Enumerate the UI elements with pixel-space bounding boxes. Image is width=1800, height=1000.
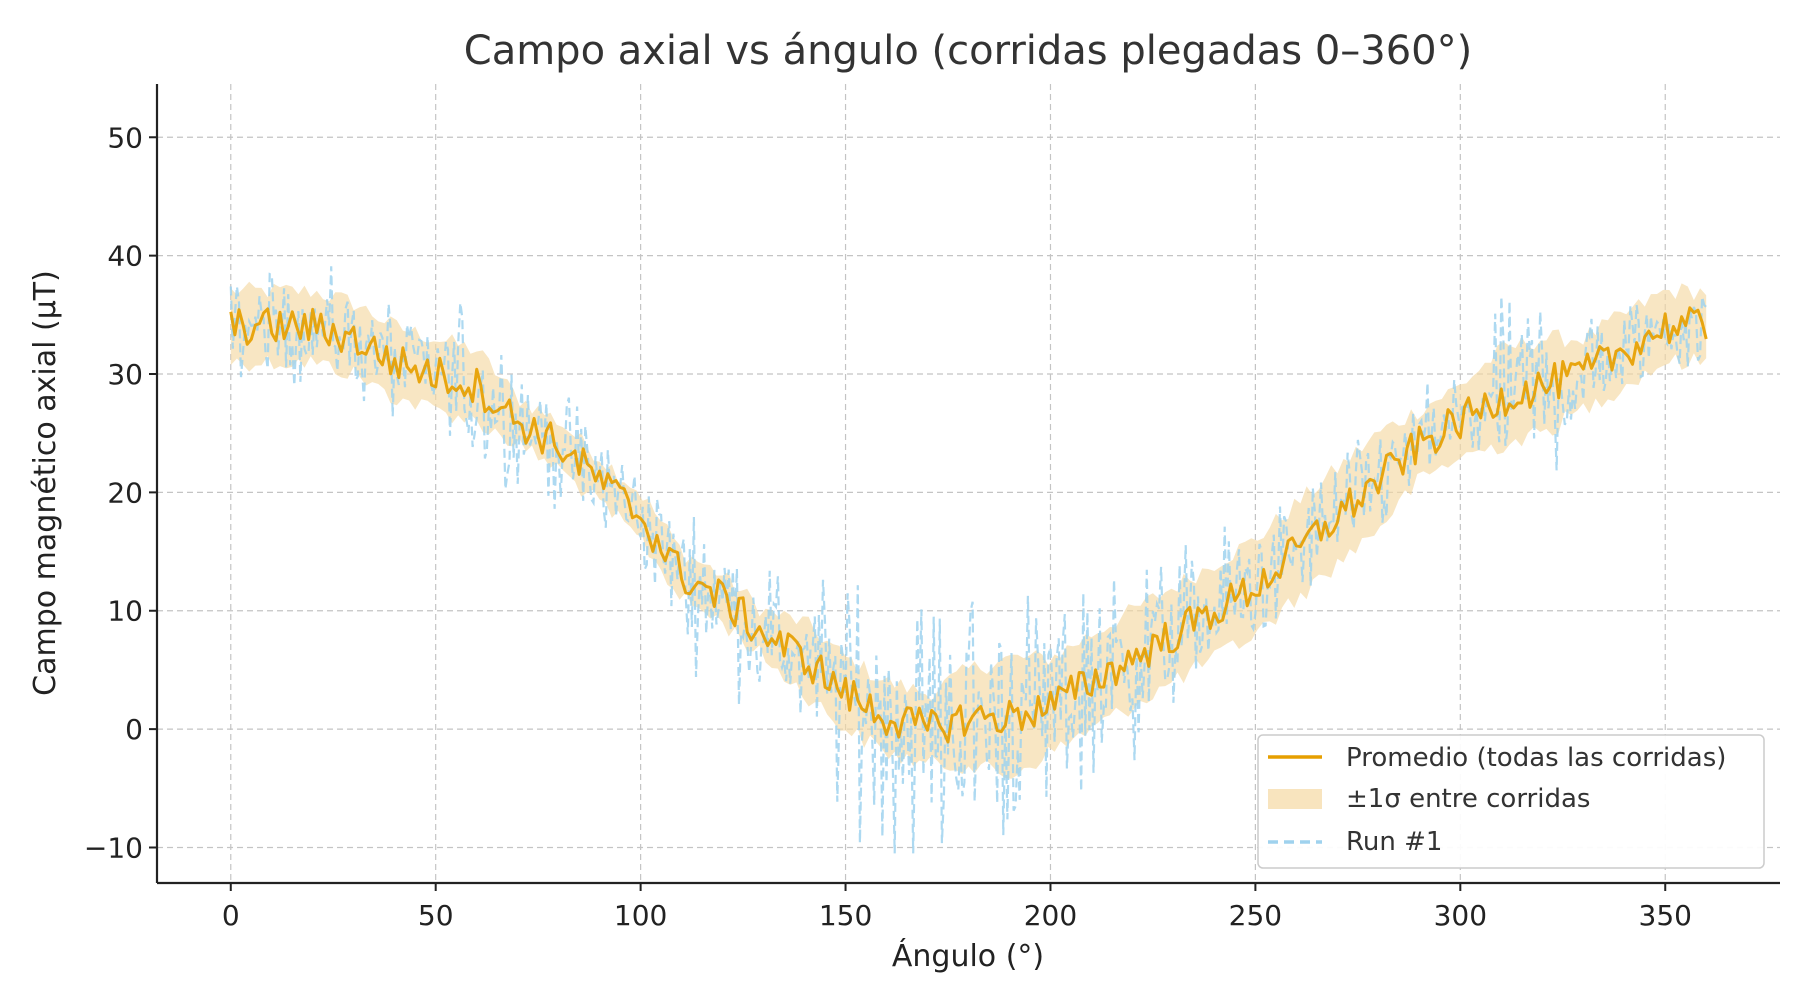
y-tick-label: 10 xyxy=(107,595,143,628)
x-axis-label: Ángulo (°) xyxy=(892,938,1044,974)
y-tick-label: −10 xyxy=(84,831,143,864)
legend-frame xyxy=(1257,734,1765,869)
y-tick-label: 50 xyxy=(107,121,143,154)
y-axis-label: Campo magnético axial (µT) xyxy=(28,270,63,696)
legend-label-run: Run #1 xyxy=(1346,827,1442,857)
band-layer xyxy=(230,281,1707,779)
legend-band-swatch xyxy=(1268,789,1322,809)
x-tick-label: 300 xyxy=(1434,899,1487,932)
y-tick-label: 0 xyxy=(125,713,143,746)
legend-label-mean: Promedio (todas las corridas) xyxy=(1346,743,1726,773)
legend-label-band: ±1σ entre corridas xyxy=(1346,784,1590,814)
x-tick-label: 100 xyxy=(614,899,667,932)
band-area xyxy=(230,281,1707,779)
mean-line xyxy=(229,306,1708,744)
chart-title: Campo axial vs ángulo (corridas plegadas… xyxy=(464,28,1472,74)
axes xyxy=(155,84,1780,885)
x-tick-label: 200 xyxy=(1024,899,1077,932)
legend: Promedio (todas las corridas) ±1σ entre … xyxy=(1257,734,1765,869)
y-tick-label: 30 xyxy=(107,358,143,391)
mean-layer xyxy=(229,306,1708,744)
y-tick-label: 20 xyxy=(107,476,143,509)
x-tick-label: 50 xyxy=(418,899,454,932)
x-tick-label: 0 xyxy=(222,899,240,932)
ticks: 0 50 100 150 200 250 300 350 −10 0 10 20 30 40 50 xyxy=(84,121,1692,932)
x-tick-label: 250 xyxy=(1229,899,1282,932)
y-tick-label: 40 xyxy=(107,240,143,273)
x-tick-label: 350 xyxy=(1639,899,1692,932)
x-tick-label: 150 xyxy=(819,899,872,932)
